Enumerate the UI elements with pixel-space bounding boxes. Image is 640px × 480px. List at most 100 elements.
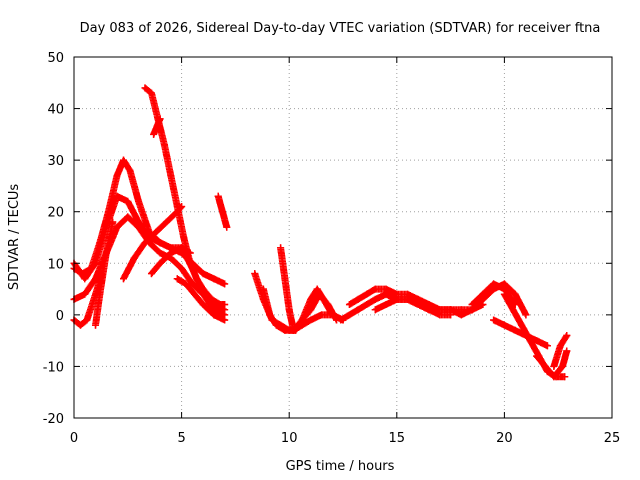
x-tick-label: 25 xyxy=(604,431,621,446)
data-point xyxy=(490,280,498,288)
data-point xyxy=(141,84,149,92)
data-point xyxy=(468,301,476,309)
data-point xyxy=(156,239,164,247)
data-point xyxy=(92,321,100,329)
series-track-7 xyxy=(141,84,229,309)
data-point xyxy=(178,244,186,252)
data-point xyxy=(81,290,89,298)
data-point xyxy=(363,290,371,298)
data-point xyxy=(457,311,465,319)
data-point xyxy=(119,156,127,164)
y-axis-label: SDTVAR / TECUs xyxy=(7,184,22,291)
data-point xyxy=(160,141,168,149)
data-point xyxy=(522,311,530,319)
data-point xyxy=(313,285,321,293)
series-track-22 xyxy=(533,347,571,381)
data-point xyxy=(76,321,84,329)
data-point xyxy=(447,311,455,319)
y-tick-label: 40 xyxy=(47,103,64,118)
data-point xyxy=(345,311,353,319)
series-track-9 xyxy=(147,244,194,278)
data-point xyxy=(113,172,121,180)
data-point xyxy=(199,301,207,309)
data-point xyxy=(130,254,138,262)
data-point xyxy=(83,316,91,324)
data-point xyxy=(210,275,218,283)
data-point xyxy=(124,197,132,205)
data-point xyxy=(382,285,390,293)
data-point xyxy=(156,115,164,123)
data-point xyxy=(393,295,401,303)
data-point xyxy=(126,166,134,174)
data-point xyxy=(135,197,143,205)
data-point xyxy=(193,275,201,283)
data-point xyxy=(218,208,226,216)
data-point xyxy=(147,270,155,278)
data-point xyxy=(277,244,285,252)
data-point xyxy=(152,228,160,236)
data-point xyxy=(563,331,571,339)
series-track-11 xyxy=(214,192,231,231)
data-point xyxy=(156,259,164,267)
data-point xyxy=(259,285,267,293)
data-point xyxy=(315,290,323,298)
data-point xyxy=(354,295,362,303)
data-point xyxy=(414,301,422,309)
data-point xyxy=(214,192,222,200)
data-point xyxy=(500,290,508,298)
data-point xyxy=(541,362,549,370)
data-point xyxy=(251,270,259,278)
x-axis-label: GPS time / hours xyxy=(286,459,395,474)
plot-frame xyxy=(73,56,613,419)
data-point xyxy=(550,362,558,370)
data-point xyxy=(147,89,155,97)
data-point xyxy=(559,362,567,370)
data-point xyxy=(425,306,433,314)
data-point xyxy=(317,311,325,319)
data-point xyxy=(223,223,231,231)
series-track-23 xyxy=(550,331,571,370)
data-point xyxy=(500,321,508,329)
data-point xyxy=(135,223,143,231)
series-track-14 xyxy=(277,244,298,334)
y-tick-label: 0 xyxy=(56,309,64,324)
series-track-8 xyxy=(150,115,164,138)
data-point xyxy=(511,290,519,298)
data-point xyxy=(479,301,487,309)
data-point xyxy=(221,316,229,324)
x-tick-label: 20 xyxy=(496,431,513,446)
data-point xyxy=(141,239,149,247)
y-tick-label: 20 xyxy=(47,206,64,221)
data-point xyxy=(337,316,345,324)
data-point xyxy=(199,270,207,278)
data-point xyxy=(92,259,100,267)
data-point xyxy=(543,342,551,350)
data-point xyxy=(150,130,158,138)
data-point xyxy=(186,249,194,257)
data-point xyxy=(371,295,379,303)
axis-ticks: 0 5 10 15 20 25 -20 -10 0 10 20 30 40 50 xyxy=(43,51,621,446)
data-point xyxy=(81,275,89,283)
data-point xyxy=(109,218,117,226)
grid-lines xyxy=(74,57,612,418)
data-point xyxy=(191,290,199,298)
data-point xyxy=(156,249,164,257)
data-point xyxy=(173,275,181,283)
series-track-18 xyxy=(371,295,455,319)
data-point xyxy=(208,295,216,303)
data-point xyxy=(285,306,293,314)
data-point xyxy=(561,373,569,381)
data-point xyxy=(533,352,541,360)
data-point xyxy=(210,311,218,319)
series-track-21 xyxy=(490,316,551,350)
data-point xyxy=(272,321,280,329)
data-point xyxy=(188,280,196,288)
data-point xyxy=(511,326,519,334)
x-tick-label: 10 xyxy=(281,431,298,446)
data-point xyxy=(371,306,379,314)
data-point xyxy=(324,301,332,309)
y-tick-label: 10 xyxy=(47,257,64,272)
chart-title: Day 083 of 2026, Sidereal Day-to-day VTE… xyxy=(80,21,601,36)
x-tick-label: 15 xyxy=(389,431,406,446)
